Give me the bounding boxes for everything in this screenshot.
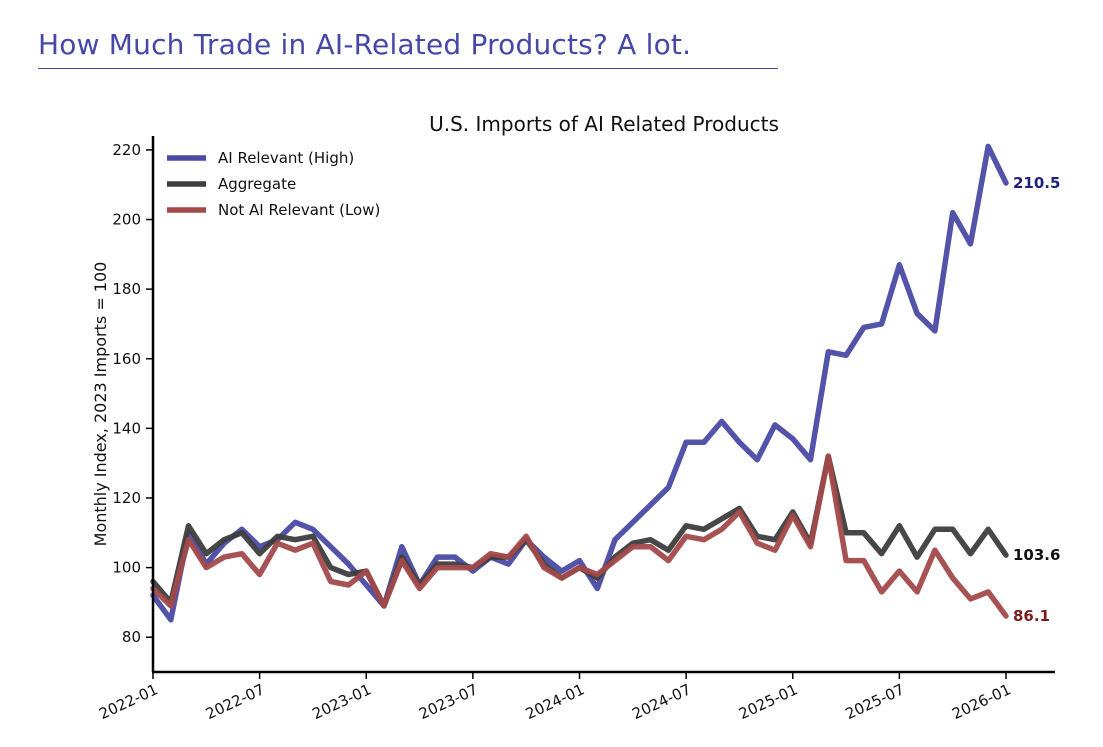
y-tick-label: 220 [112,141,141,159]
y-tick-label: 160 [112,350,141,368]
legend-label: AI Relevant (High) [218,149,354,167]
y-tick-label: 100 [112,559,141,577]
plot-area [150,143,1009,623]
slide-title: How Much Trade in AI-Related Products? A… [38,28,692,61]
end-value-label: 86.1 [1013,607,1050,625]
series-line-2 [150,453,1009,619]
y-tick-label: 180 [112,280,141,298]
y-tick-label: 200 [112,211,141,229]
legend-label: Aggregate [218,175,296,193]
end-value-label: 103.6 [1013,546,1060,564]
x-tick-label: 2022-01 [96,680,160,723]
legend-label: Not AI Relevant (Low) [218,201,380,219]
y-ticks: 80 100 120 140 160 180 200 220 [112,141,153,646]
x-ticks: 2022-01 2022-07 2023-01 2023-07 2024-01 2024-… [96,672,1014,723]
x-tick-label: 2025-07 [843,680,907,723]
x-tick-label: 2022-07 [203,680,267,723]
y-tick-label: 120 [112,489,141,507]
x-tick-label: 2024-07 [629,680,693,723]
x-tick-label: 2025-01 [736,680,800,723]
y-tick-label: 140 [112,419,141,437]
title-divider [38,68,778,69]
y-tick-label: 80 [122,628,141,646]
y-axis-label: Monthly Index, 2023 Imports = 100 [91,262,110,547]
end-value-label: 210.5 [1013,174,1060,192]
chart-title: U.S. Imports of AI Related Products [429,112,779,136]
x-tick-label: 2024-01 [523,680,587,723]
x-tick-label: 2023-07 [416,680,480,723]
x-tick-label: 2026-01 [949,680,1013,723]
series-line-0 [150,143,1009,623]
end-labels: 210.5 103.6 86.1 [1013,174,1060,625]
x-tick-label: 2023-01 [310,680,374,723]
legend: AI Relevant (High) Aggregate Not AI Releva… [167,149,380,219]
